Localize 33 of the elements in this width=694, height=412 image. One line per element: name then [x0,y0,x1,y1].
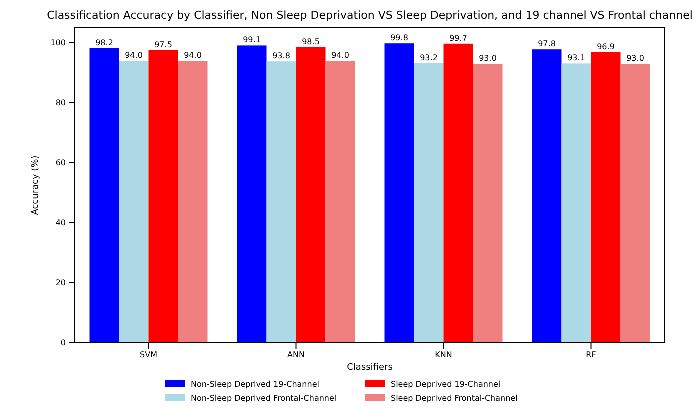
x-tick-label: KNN [435,350,452,360]
data-label: 96.9 [597,42,615,52]
y-tick-label: 0 [60,338,66,348]
x-tick-label: SVM [140,350,158,360]
data-label: 99.7 [450,34,468,43]
data-label: 93.8 [272,52,290,61]
data-label: 94.0 [125,51,143,60]
data-label: 93.0 [626,54,644,63]
legend-label: Non-Sleep Deprived 19-Channel [191,380,320,389]
data-label: 94.0 [332,51,350,60]
x-axis-title: Classifiers [347,363,394,373]
data-label: 93.2 [420,53,438,62]
x-tick-label: RF [586,350,597,360]
y-tick-label: 20 [56,278,66,288]
data-label: 98.2 [96,38,114,48]
data-label: 94.0 [184,51,202,60]
data-label: 99.8 [390,34,408,43]
data-label: 97.8 [538,40,556,49]
legend-label: Sleep Deprived 19-Channel [391,380,501,389]
data-label: 93.0 [479,54,497,63]
y-tick-label: 60 [56,158,66,168]
legend-label: Non-Sleep Deprived Frontal-Channel [191,394,337,403]
y-tick-label: 40 [56,218,66,228]
x-tick-label: ANN [288,350,305,360]
y-tick-label: 80 [56,98,66,108]
data-label: 98.5 [302,38,320,46]
legend-label: Sleep Deprived Frontal-Channel [391,394,518,403]
data-label: 97.5 [154,40,172,50]
data-label: 93.1 [568,54,586,63]
chart-title: Classification Accuracy by Classifier, Non Sleep Deprivation VS Sleep Deprivation, and 19 channel VS Frontal channel [47,9,693,22]
y-tick-label: 100 [50,38,66,48]
y-axis-title: Accuracy (%) [31,156,41,216]
data-label: 99.1 [243,36,261,45]
